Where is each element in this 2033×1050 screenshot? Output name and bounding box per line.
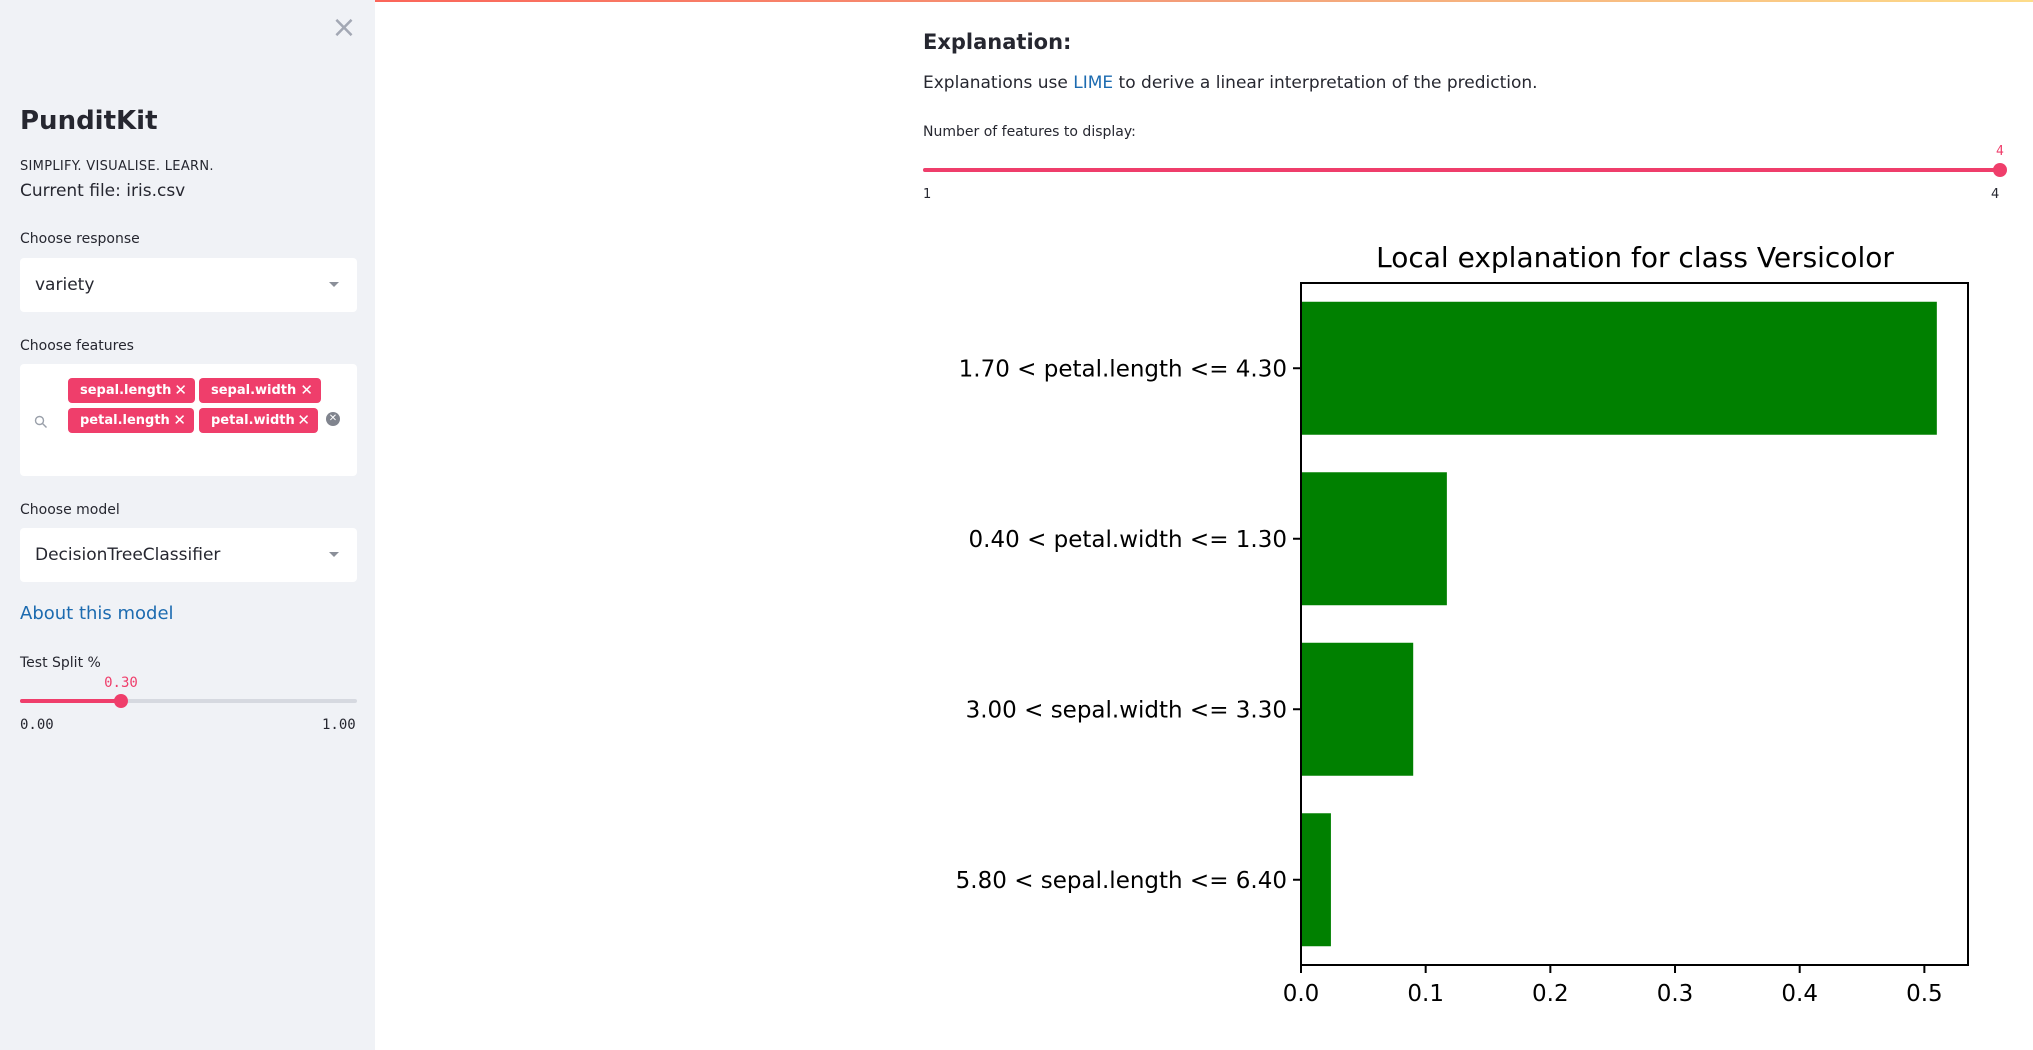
x-tick-label: 0.3 [1657, 981, 1694, 1007]
app-title: PunditKit [20, 106, 158, 136]
explanation-text-before: Explanations use [923, 73, 1074, 93]
clear-all-icon[interactable]: ✕ [326, 412, 340, 426]
y-tick-label: 1.70 < petal.length <= 4.30 [959, 356, 1287, 382]
chip-label: petal.length [80, 413, 170, 428]
response-value: variety [35, 275, 95, 295]
chart-bar [1301, 472, 1447, 606]
num-features-handle[interactable] [1993, 163, 2007, 177]
chevron-down-icon [329, 282, 339, 287]
test-split-label: Test Split % [20, 655, 101, 671]
feature-chip-sepal-width: sepal.width ✕ [199, 378, 321, 403]
test-split-handle[interactable] [114, 694, 129, 708]
chip-label: sepal.length [80, 383, 172, 398]
model-value: DecisionTreeClassifier [35, 545, 221, 565]
explanation-text: Explanations use LIME to derive a linear… [923, 73, 1538, 93]
test-split-min: 0.00 [20, 717, 54, 733]
num-features-label: Number of features to display: [923, 124, 1136, 140]
num-features-max: 4 [1991, 187, 2000, 202]
chart-bar [1301, 813, 1331, 947]
test-split-max: 1.00 [322, 717, 356, 733]
top-decoration [0, 0, 2033, 2]
remove-chip-icon[interactable]: ✕ [174, 381, 187, 399]
explanation-heading: Explanation: [923, 30, 1072, 54]
x-tick-label: 0.0 [1283, 981, 1320, 1007]
remove-chip-icon[interactable]: ✕ [297, 411, 310, 429]
model-select[interactable]: DecisionTreeClassifier [20, 528, 357, 582]
about-model-link[interactable]: About this model [20, 603, 174, 624]
lime-explanation-chart: Local explanation for class Versicolor 1… [956, 241, 1969, 1007]
num-features-fill [923, 168, 2000, 172]
x-tick-label: 0.2 [1532, 981, 1569, 1007]
current-file: Current file: iris.csv [20, 181, 186, 201]
num-features-value: 4 [1996, 144, 2004, 159]
test-split-value: 0.30 [104, 675, 138, 691]
response-label: Choose response [20, 231, 140, 247]
remove-chip-icon[interactable]: ✕ [300, 381, 313, 399]
chevron-down-icon [329, 552, 339, 557]
y-tick-label: 5.80 < sepal.length <= 6.40 [956, 868, 1287, 894]
model-label: Choose model [20, 502, 120, 518]
feature-chip-petal-width: petal.width ✕ [199, 408, 318, 433]
x-tick-label: 0.5 [1906, 981, 1943, 1007]
remove-chip-icon[interactable]: ✕ [173, 411, 186, 429]
chart-title: Local explanation for class Versicolor [1376, 241, 1894, 274]
features-label: Choose features [20, 338, 134, 354]
response-select[interactable]: variety [20, 258, 357, 312]
num-features-min: 1 [923, 187, 932, 202]
test-split-fill [20, 699, 122, 703]
test-split-track[interactable] [20, 699, 357, 703]
y-tick-label: 3.00 < sepal.width <= 3.30 [966, 697, 1287, 723]
features-multiselect[interactable]: sepal.length ✕ sepal.width ✕ petal.lengt… [20, 364, 357, 476]
feature-chip-sepal-length: sepal.length ✕ [68, 378, 195, 403]
explanation-text-after: to derive a linear interpretation of the… [1113, 73, 1538, 93]
x-tick-label: 0.4 [1781, 981, 1818, 1007]
lime-link[interactable]: LIME [1073, 73, 1114, 93]
chart-bar [1301, 301, 1937, 435]
close-icon[interactable]: × [331, 10, 357, 45]
chip-label: sepal.width [211, 383, 297, 398]
plot-frame [1300, 282, 1969, 966]
search-icon [34, 415, 47, 428]
app-tagline: SIMPLIFY. VISUALISE. LEARN. [20, 159, 214, 174]
chip-label: petal.width [211, 413, 295, 428]
sidebar: × PunditKit SIMPLIFY. VISUALISE. LEARN. … [0, 0, 375, 1050]
chart-bar [1301, 642, 1414, 776]
y-tick-label: 0.40 < petal.width <= 1.30 [969, 527, 1287, 553]
x-tick-label: 0.1 [1407, 981, 1444, 1007]
feature-chip-petal-length: petal.length ✕ [68, 408, 194, 433]
